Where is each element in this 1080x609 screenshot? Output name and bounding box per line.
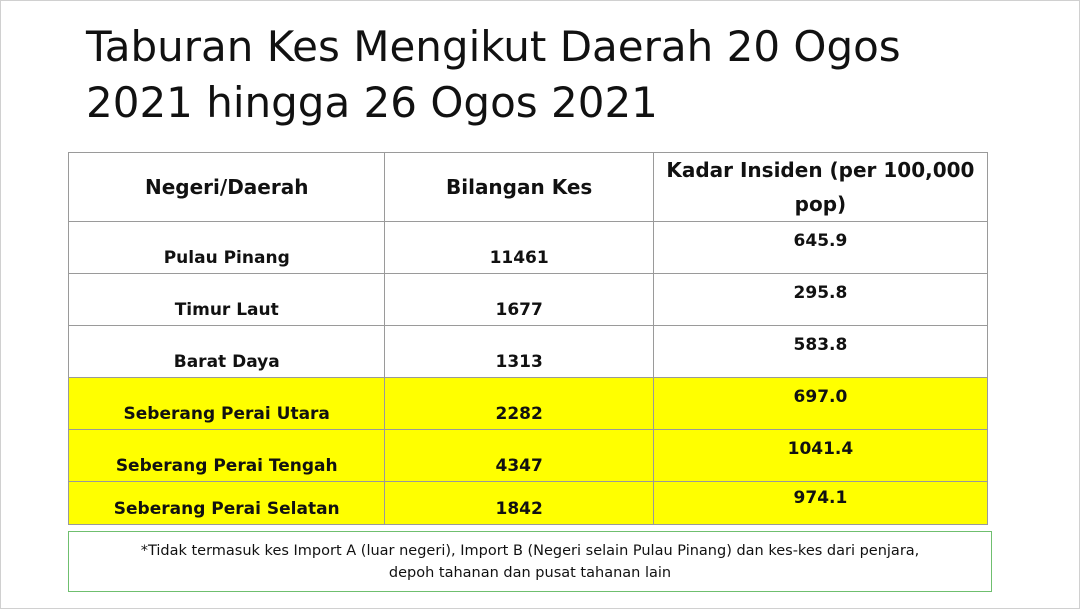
- area-cell: Seberang Perai Selatan: [67, 481, 386, 525]
- table-row: Barat Daya 1313 583.8: [67, 325, 989, 378]
- rate-cell: 583.8: [652, 325, 989, 378]
- header-area: Negeri/Daerah: [67, 152, 386, 222]
- cases-cell: 1313: [384, 325, 654, 378]
- table-row: Timur Laut 1677 295.8: [67, 273, 989, 326]
- title-line-2: 2021 hingga 26 Ogos 2021: [86, 78, 658, 127]
- area-cell: Barat Daya: [67, 325, 386, 378]
- rate-cell: 697.0: [652, 377, 989, 430]
- table-row-highlighted: Seberang Perai Selatan 1842 974.1: [67, 481, 989, 525]
- rate-cell: 295.8: [652, 273, 989, 326]
- cases-cell: 2282: [384, 377, 654, 430]
- header-rate: Kadar Insiden (per 100,000 pop): [652, 152, 989, 222]
- cases-cell: 1677: [384, 273, 654, 326]
- area-cell: Seberang Perai Tengah: [67, 429, 386, 482]
- table-row-highlighted: Seberang Perai Utara 2282 697.0: [67, 377, 989, 430]
- table-row: Pulau Pinang 11461 645.9: [67, 221, 989, 274]
- cases-table: Negeri/Daerah Bilangan Kes Kadar Insiden…: [67, 152, 989, 525]
- slide-title: Taburan Kes Mengikut Daerah 20 Ogos 2021…: [86, 19, 1046, 131]
- header-cases: Bilangan Kes: [384, 152, 654, 222]
- rate-cell: 645.9: [652, 221, 989, 274]
- title-line-1: Taburan Kes Mengikut Daerah 20 Ogos: [86, 22, 901, 71]
- footnote-box: *Tidak termasuk kes Import A (luar neger…: [68, 531, 992, 592]
- table-row-highlighted: Seberang Perai Tengah 4347 1041.4: [67, 429, 989, 482]
- table-header-row: Negeri/Daerah Bilangan Kes Kadar Insiden…: [67, 152, 989, 222]
- cases-cell: 11461: [384, 221, 654, 274]
- area-cell: Pulau Pinang: [67, 221, 386, 274]
- area-cell: Seberang Perai Utara: [67, 377, 386, 430]
- rate-cell: 1041.4: [652, 429, 989, 482]
- rate-cell: 974.1: [652, 481, 989, 525]
- footnote-line-1: *Tidak termasuk kes Import A (luar neger…: [140, 543, 920, 559]
- cases-cell: 4347: [384, 429, 654, 482]
- area-cell: Timur Laut: [67, 273, 386, 326]
- footnote-line-2: depoh tahanan dan pusat tahanan lain: [388, 565, 672, 581]
- cases-cell: 1842: [384, 481, 654, 525]
